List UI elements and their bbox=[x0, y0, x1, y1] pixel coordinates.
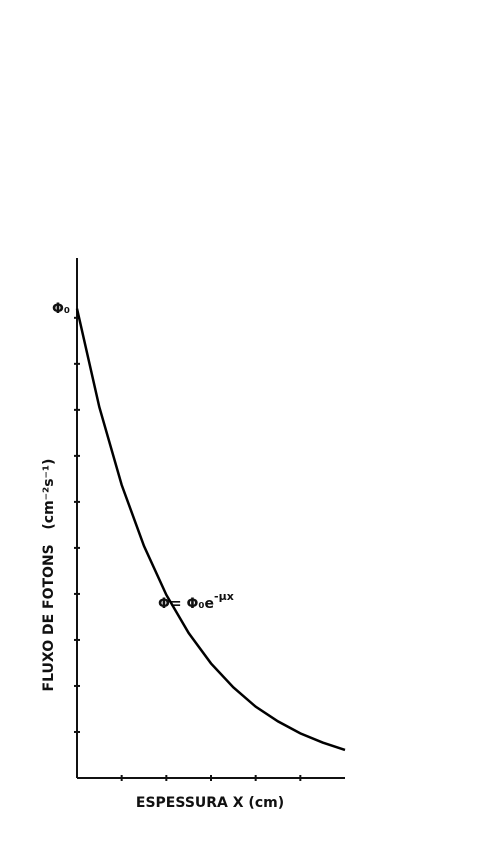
formula-base: Φ= Φ₀e bbox=[158, 596, 214, 612]
decay-curve bbox=[75, 308, 346, 752]
y0-label: Φ₀ bbox=[52, 301, 70, 317]
formula-exponent: -μx bbox=[214, 590, 234, 603]
formula: Φ= Φ₀e-μx bbox=[158, 590, 234, 612]
y-axis-label: FLUXO DE FOTONS (cm⁻²s⁻¹) bbox=[41, 459, 57, 692]
x-axis-label: ESPESSURA X (cm) bbox=[136, 795, 284, 811]
